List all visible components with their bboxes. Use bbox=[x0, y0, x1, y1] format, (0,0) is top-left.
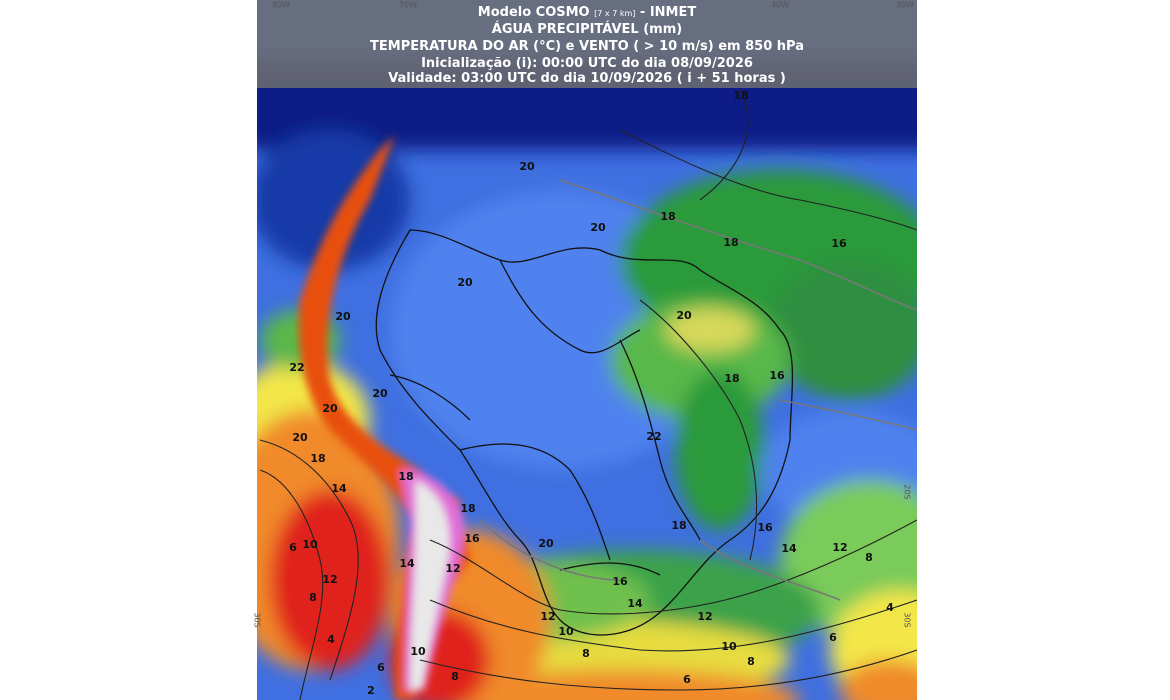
model-name: Modelo COSMO bbox=[478, 5, 590, 20]
header-band bbox=[257, 0, 917, 88]
contour-label: 6 bbox=[683, 673, 691, 686]
coordinate-label: 20S bbox=[902, 484, 911, 499]
coordinate-label: 40W bbox=[771, 1, 789, 10]
contour-label: 8 bbox=[451, 670, 459, 683]
contour-label: 8 bbox=[865, 551, 873, 564]
source: - INMET bbox=[640, 5, 696, 20]
contour-label: 12 bbox=[445, 562, 460, 575]
contour-label: 20 bbox=[322, 402, 338, 415]
contour-label: 16 bbox=[757, 521, 773, 534]
coordinate-label: 30W bbox=[896, 1, 914, 10]
contour-label: 10 bbox=[410, 645, 426, 658]
contour-label: 4 bbox=[327, 633, 335, 646]
contour-label: 16 bbox=[831, 237, 847, 250]
coordinate-label: 70W bbox=[399, 1, 417, 10]
contour-label: 8 bbox=[747, 655, 755, 668]
header-line: Inicialização (i): 00:00 UTC do dia 08/0… bbox=[421, 56, 753, 71]
contours bbox=[259, 89, 917, 700]
contour-label: 6 bbox=[289, 541, 297, 554]
coordinate-label: 80W bbox=[272, 1, 290, 10]
contour-label: 18 bbox=[660, 210, 675, 223]
contour-label: 12 bbox=[697, 610, 712, 623]
contour-label: 12 bbox=[322, 573, 337, 586]
header-line: TEMPERATURA DO AR (°C) e VENTO ( > 10 m/… bbox=[370, 39, 804, 54]
contour-label: 14 bbox=[331, 482, 347, 495]
contour-label: 4 bbox=[886, 601, 894, 614]
contour-label: 20 bbox=[335, 310, 351, 323]
contour-label: 20 bbox=[372, 387, 388, 400]
contour-label: 20 bbox=[292, 431, 308, 444]
coordinate-label: 30S bbox=[252, 612, 261, 627]
contour-label: 18 bbox=[460, 502, 475, 515]
header-title: Modelo COSMO [7 x 7 km] - INMET bbox=[478, 5, 697, 20]
contour-label: 14 bbox=[781, 542, 797, 555]
contour-label: 18 bbox=[310, 452, 325, 465]
header-line: Validade: 03:00 UTC do dia 10/09/2026 ( … bbox=[388, 71, 786, 86]
contour-label: 18 bbox=[398, 470, 413, 483]
contour-label: 14 bbox=[399, 557, 415, 570]
contour-label: 8 bbox=[582, 647, 590, 660]
contour-label: 16 bbox=[769, 369, 785, 382]
contour-label: 10 bbox=[558, 625, 574, 638]
contour-label: 20 bbox=[590, 221, 606, 234]
field bbox=[257, 0, 917, 700]
contour-label: 12 bbox=[540, 610, 555, 623]
contour-label: 18 bbox=[733, 89, 748, 102]
contour-label: 18 bbox=[671, 519, 686, 532]
contour-label: 14 bbox=[627, 597, 643, 610]
contour-label: 10 bbox=[721, 640, 737, 653]
boundaries bbox=[375, 229, 794, 636]
contour-label: 18 bbox=[724, 372, 739, 385]
header-line: ÁGUA PRECIPITÁVEL (mm) bbox=[492, 21, 682, 37]
contour-label: 2 bbox=[367, 684, 375, 697]
contour-label: 22 bbox=[646, 430, 661, 443]
contour-label: 20 bbox=[519, 160, 535, 173]
contour-label: 18 bbox=[723, 236, 738, 249]
contour-label: 16 bbox=[612, 575, 628, 588]
contour-label: 6 bbox=[829, 631, 837, 644]
coordinate-label: 30S bbox=[902, 612, 911, 627]
resolution: [7 x 7 km] bbox=[594, 9, 635, 18]
contour-label: 20 bbox=[676, 309, 692, 322]
contour-label: 6 bbox=[377, 661, 385, 674]
contour-label: 10 bbox=[302, 538, 318, 551]
contour-label: 12 bbox=[832, 541, 847, 554]
contour-label: 20 bbox=[538, 537, 554, 550]
contour-label: 16 bbox=[464, 532, 480, 545]
contour-label: 8 bbox=[309, 591, 317, 604]
wind-streamlines bbox=[479, 179, 917, 601]
contour-label: 20 bbox=[457, 276, 473, 289]
contour-label: 22 bbox=[289, 361, 304, 374]
